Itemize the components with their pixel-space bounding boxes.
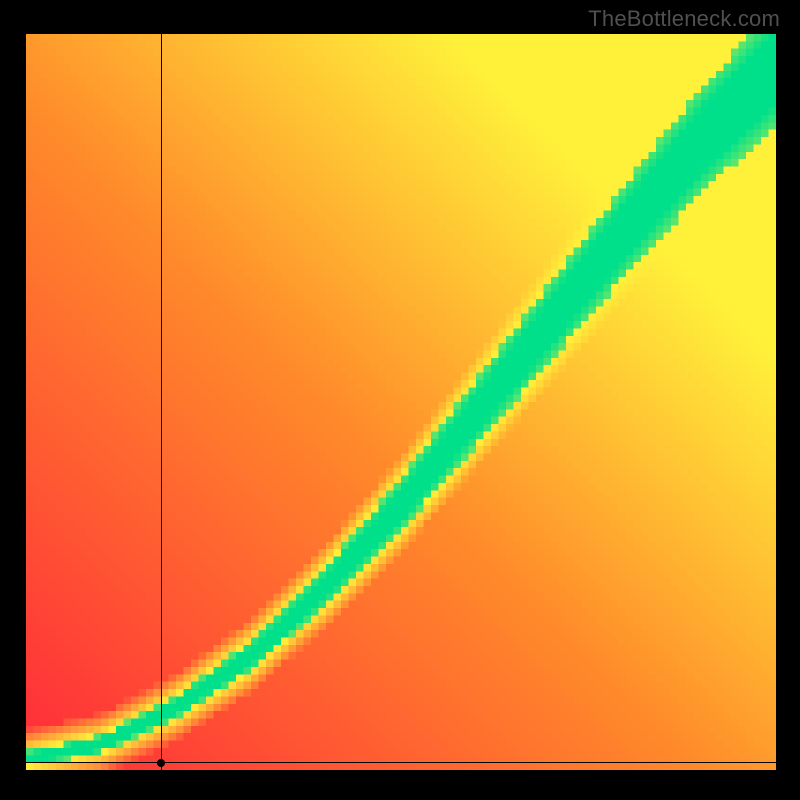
crosshair-vertical [161,34,162,770]
watermark-text: TheBottleneck.com [588,6,780,32]
crosshair-horizontal [26,762,776,763]
crosshair-marker [157,759,165,767]
bottleneck-heatmap [26,34,776,770]
